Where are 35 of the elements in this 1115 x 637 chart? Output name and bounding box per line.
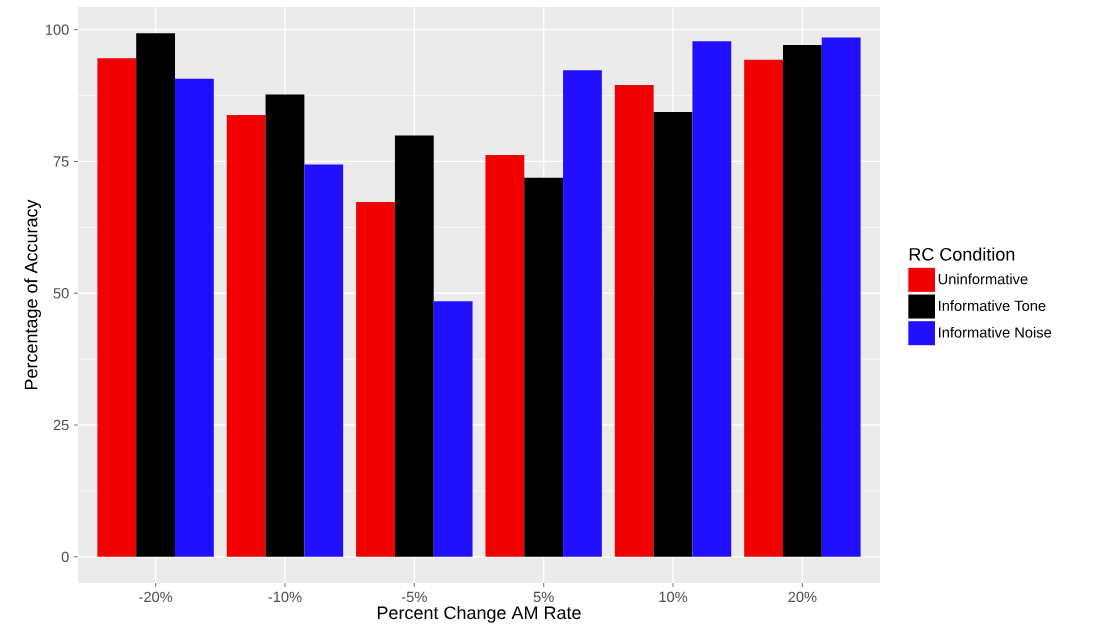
x-tick-label: -5% <box>401 591 427 603</box>
bar <box>394 135 434 557</box>
legend-label: Informative Noise <box>939 326 1052 338</box>
bar <box>433 301 473 557</box>
y-tick-label: 0 <box>61 551 69 562</box>
bar <box>265 94 305 557</box>
bar <box>175 78 214 557</box>
bar <box>524 177 564 557</box>
bar <box>821 37 861 557</box>
bar <box>563 70 602 557</box>
legend-title: RC Condition <box>909 247 1015 261</box>
x-tick-label: 10% <box>659 591 688 603</box>
bar <box>97 58 137 557</box>
y-tick-label: 100 <box>45 24 69 35</box>
bar <box>614 85 654 557</box>
x-tick-label: -10% <box>268 591 302 603</box>
bar <box>136 33 176 557</box>
x-axis-title: Percent Change AM Rate <box>377 605 581 623</box>
bar <box>226 115 266 557</box>
y-tick-label: 75 <box>53 156 69 167</box>
x-tick-label: 20% <box>788 591 817 603</box>
legend-label: Uninformative <box>938 273 1028 285</box>
y-tick-label: 50 <box>53 288 69 299</box>
y-axis-title: Percentage of Accuracy <box>24 199 42 390</box>
bar <box>356 202 395 557</box>
bar <box>782 44 822 557</box>
bar <box>485 155 525 557</box>
bar <box>744 59 783 557</box>
bar <box>692 41 732 557</box>
y-tick-label: 25 <box>53 419 69 431</box>
bar <box>653 111 693 557</box>
x-tick-label: 5% <box>533 591 554 603</box>
x-tick-label: -20% <box>139 591 173 603</box>
bar <box>304 164 344 557</box>
legend-label: Informative Tone <box>939 300 1046 311</box>
